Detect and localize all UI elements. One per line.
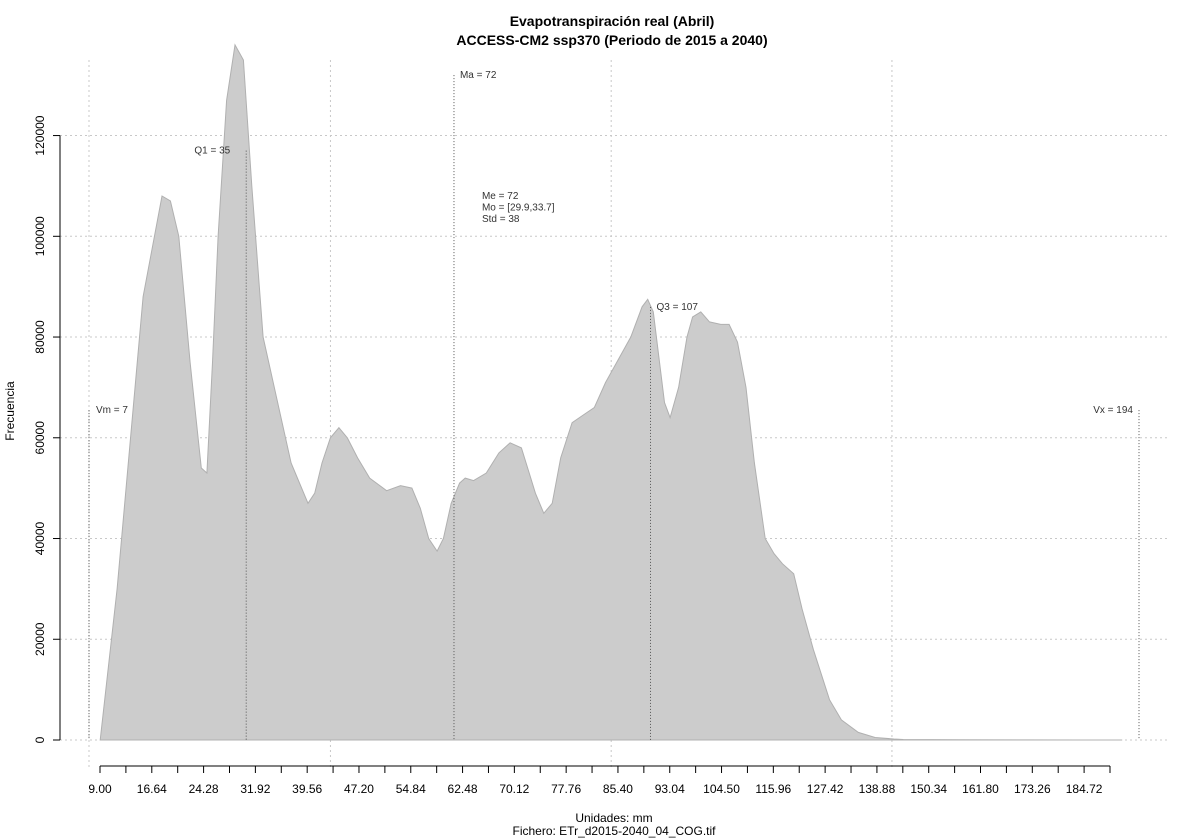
x-tick-label-8: 70.12 [499,782,529,796]
chart-title: Evapotranspiración real (Abril) [510,13,715,29]
x-tick-label-14: 127.42 [807,782,844,796]
x-tick-label-7: 62.48 [448,782,478,796]
stat-line-0: Me = 72 [482,191,519,202]
x-tick-label-17: 161.80 [962,782,999,796]
x-tick-label-2: 24.28 [189,782,219,796]
x-tick-label-19: 184.72 [1066,782,1103,796]
density-area [99,43,1123,741]
chart-subtitle: ACCESS-CM2 ssp370 (Periodo de 2015 a 204… [456,32,767,48]
x-tick-label-6: 54.84 [396,782,426,796]
x-tick-label-3: 31.92 [240,782,270,796]
stat-line-2: Std = 38 [482,214,520,225]
y-axis: 0 20000 40000 60000 80000 100000 120000 [33,115,61,743]
y-tick-label-6: 120000 [33,115,47,155]
x-tick-label-4: 39.56 [292,782,322,796]
x-tick-label-1: 16.64 [137,782,167,796]
ref-line-label-4: Vx = 194 [1093,405,1133,416]
y-tick-label-5: 100000 [33,216,47,256]
x-tick-label-12: 104.50 [703,782,740,796]
x-tick-label-15: 138.88 [859,782,896,796]
x-tick-label-11: 93.04 [655,782,685,796]
x-tick-label-10: 85.40 [603,782,633,796]
y-tick-label-0: 0 [33,736,47,743]
x-tick-label-13: 115.96 [755,782,791,796]
ref-line-label-0: Vm = 7 [96,405,128,416]
ref-line-label-3: Q3 = 107 [656,302,698,313]
y-tick-label-1: 20000 [33,622,47,656]
file-caption: Fichero: ETr_d2015-2040_04_COG.tif [513,824,717,838]
x-tick-label-9: 77.76 [551,782,581,796]
ref-line-label-1: Q1 = 35 [194,146,230,157]
x-tick-label-18: 173.26 [1014,782,1051,796]
x-axis: 9.00 16.64 24.28 31.92 39.56 47.20 54.84 62.48 7… [88,765,1111,796]
x-axis-label: Unidades: mm [575,811,652,825]
y-tick-label-4: 80000 [33,320,47,354]
x-tick-label-16: 150.34 [910,782,947,796]
stat-line-1: Mo = [29.9,33.7] [482,203,555,214]
y-tick-label-2: 40000 [33,522,47,556]
y-axis-label: Frecuencia [3,381,17,441]
x-tick-label-5: 47.20 [344,782,374,796]
ref-line-label-2: Ma = 72 [460,70,497,81]
density-polygon [99,43,1123,741]
y-tick-label-3: 60000 [33,421,47,455]
reference-lines: Vm = 7 Q1 = 35 Ma = 72 Q3 = 107 Vx = 194 [88,70,1140,740]
x-tick-label-0: 9.00 [88,782,112,796]
